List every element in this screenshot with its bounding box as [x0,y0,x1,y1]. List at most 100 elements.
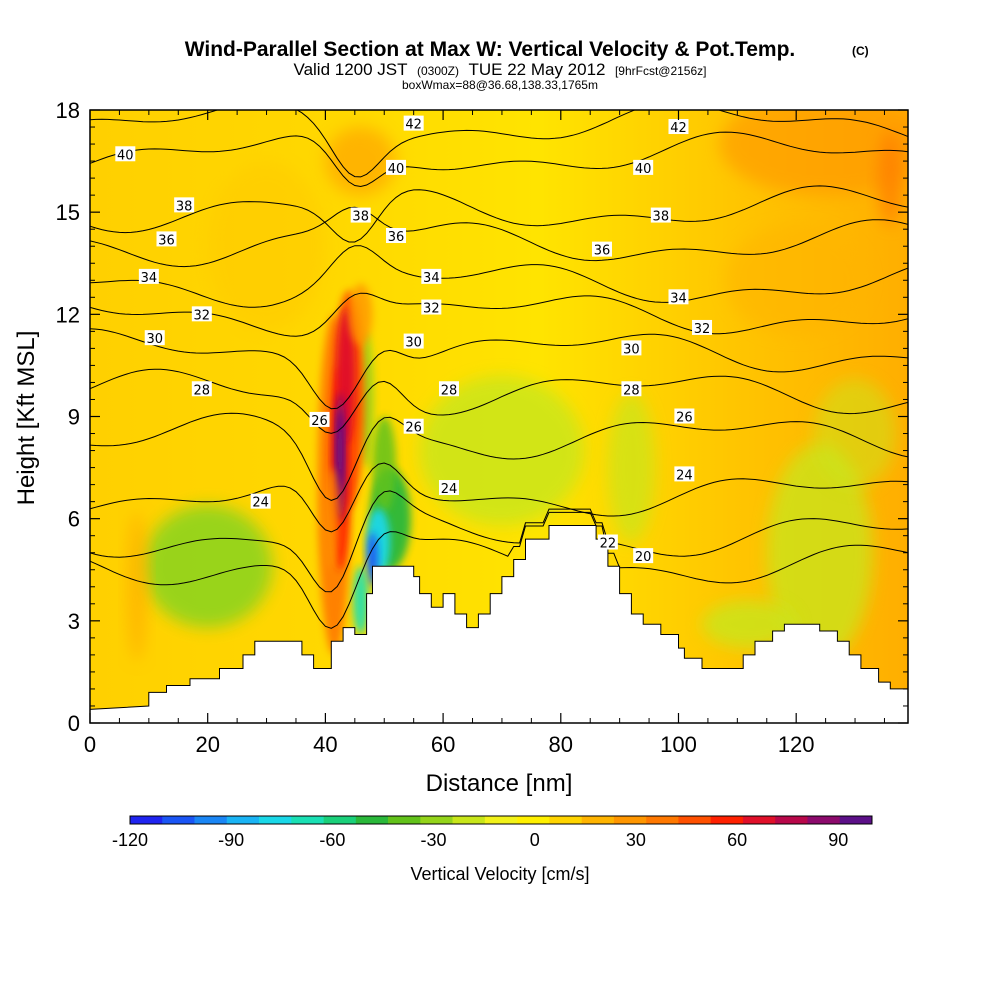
theta-label-text: 24 [441,482,458,497]
velocity-cell-17 [353,566,369,635]
y-tick-label: 9 [68,405,80,430]
theta-label-bg [115,146,136,162]
theta-label-text: 40 [388,162,405,177]
x-tick-label: 0 [84,732,96,757]
theta-label-bg [403,418,424,434]
x-axis-label: Distance [nm] [426,770,573,797]
colorbar-tick-label: 60 [727,830,747,850]
colorbar-segment [452,816,486,824]
theta-label-text: 28 [441,383,458,398]
colorbar-segment [807,816,841,824]
theta-label-bg [403,115,424,131]
theta-label-40-0: 40 [115,146,136,163]
theta-label-32-1: 32 [421,299,442,317]
theta-label-text: 40 [635,162,652,177]
theta-label-26-1: 26 [403,418,424,436]
subtitle-utc: (0300Z) [417,64,459,78]
theta-label-bg [386,228,407,244]
theta-contour-34 [90,245,908,308]
theta-label-bg [633,548,654,564]
velocity-cell-6 [813,379,897,489]
theta-label-text: 32 [423,302,440,317]
theta-label-bg [138,268,159,284]
x-tick-label: 100 [660,732,697,757]
colorbar-segment [355,816,389,824]
theta-label-32-2: 32 [692,319,713,337]
x-tick-label: 20 [195,732,219,757]
theta-label-text: 34 [423,271,440,286]
theta-label-text: 32 [194,308,211,323]
colorbar-segment [678,816,711,824]
velocity-cell-13 [372,416,397,512]
terrain [90,525,908,723]
theta-label-bg [438,381,459,397]
theta-contour-22 [90,490,908,593]
colorbar-tick-label: -30 [421,830,447,850]
theta-label-bg [668,119,689,135]
theta-label-20-0: 20 [633,548,654,565]
potential-temperature-contours [90,110,908,629]
theta-contour-24 [90,462,908,533]
theta-label-bg [621,381,642,397]
theta-label-text: 28 [623,383,640,398]
velocity-cell-24 [348,283,373,345]
theta-label-text: 36 [158,233,175,248]
velocity-cell-25 [323,467,339,570]
colorbar-segment [742,816,776,824]
colorbar-segment [259,816,292,824]
y-tick-label: 15 [56,200,80,225]
theta-label-text: 24 [676,468,693,483]
subtitle-valid: Valid 1200 JST [294,60,408,79]
velocity-cell-3 [607,392,655,543]
theta-contour-40 [90,131,908,188]
theta-label-bg [386,159,407,175]
theta-contour-26 [90,412,908,501]
colorbar-segment [162,816,195,824]
velocity-cell-23 [337,409,344,492]
velocity-cell-8 [878,130,903,226]
theta-label-28-0: 28 [191,381,212,398]
colorbar-tick-label: 90 [828,830,848,850]
theta-label-42-1: 42 [668,119,689,136]
theta-label-26-0: 26 [309,411,330,429]
subtitle-date: TUE 22 May 2012 [468,60,605,79]
x-tick-label: 60 [431,732,455,757]
subtitle-forecast: [9hrFcst@2156z] [615,64,707,78]
colorbar-tick-label: 0 [530,830,540,850]
theta-label-36-0: 36 [156,231,177,248]
x-tick-label: 120 [778,732,815,757]
colorbar-segment [581,816,615,824]
theta-label-bg [191,306,212,322]
theta-contour-36 [90,206,908,268]
theta-label-text: 34 [141,271,158,286]
theta-label-text: 30 [623,342,640,357]
x-tick-label: 80 [549,732,573,757]
theta-label-30-1: 30 [403,333,424,351]
theta-label-text: 38 [176,199,193,214]
chart-title-mark: (C) [852,44,869,58]
velocity-cell-0 [142,505,273,628]
theta-label-40-2: 40 [633,159,654,177]
theta-label-bg [421,299,442,315]
theta-label-bg [692,319,713,335]
theta-label-bg [597,534,618,550]
theta-label-36-2: 36 [591,241,612,259]
theta-label-34-0: 34 [138,268,159,286]
colorbar-tick-label: 30 [626,830,646,850]
colorbar-tick-label: -120 [112,830,148,850]
y-axis-label: Height [Kft MSL] [13,331,40,506]
theta-label-26-2: 26 [674,408,695,426]
theta-label-text: 34 [670,291,687,306]
theta-label-bg [156,231,177,247]
plot-area: 20 22 24 24 24 26 26 26 28 28 28 30 30 30 32 32 32 34 34 34… [90,110,908,723]
theta-label-text: 26 [405,421,422,436]
x-tick-label: 40 [313,732,337,757]
theta-label-text: 20 [635,550,652,565]
theta-label-text: 38 [352,210,369,225]
colorbar-ticks: -120 -90 -60 -30 0 30 60 90 [112,830,848,850]
theta-label-bg [144,330,165,346]
theta-contour-42 [90,110,908,178]
theta-label-24-1: 24 [438,480,459,497]
theta-contour-38 [90,185,908,243]
